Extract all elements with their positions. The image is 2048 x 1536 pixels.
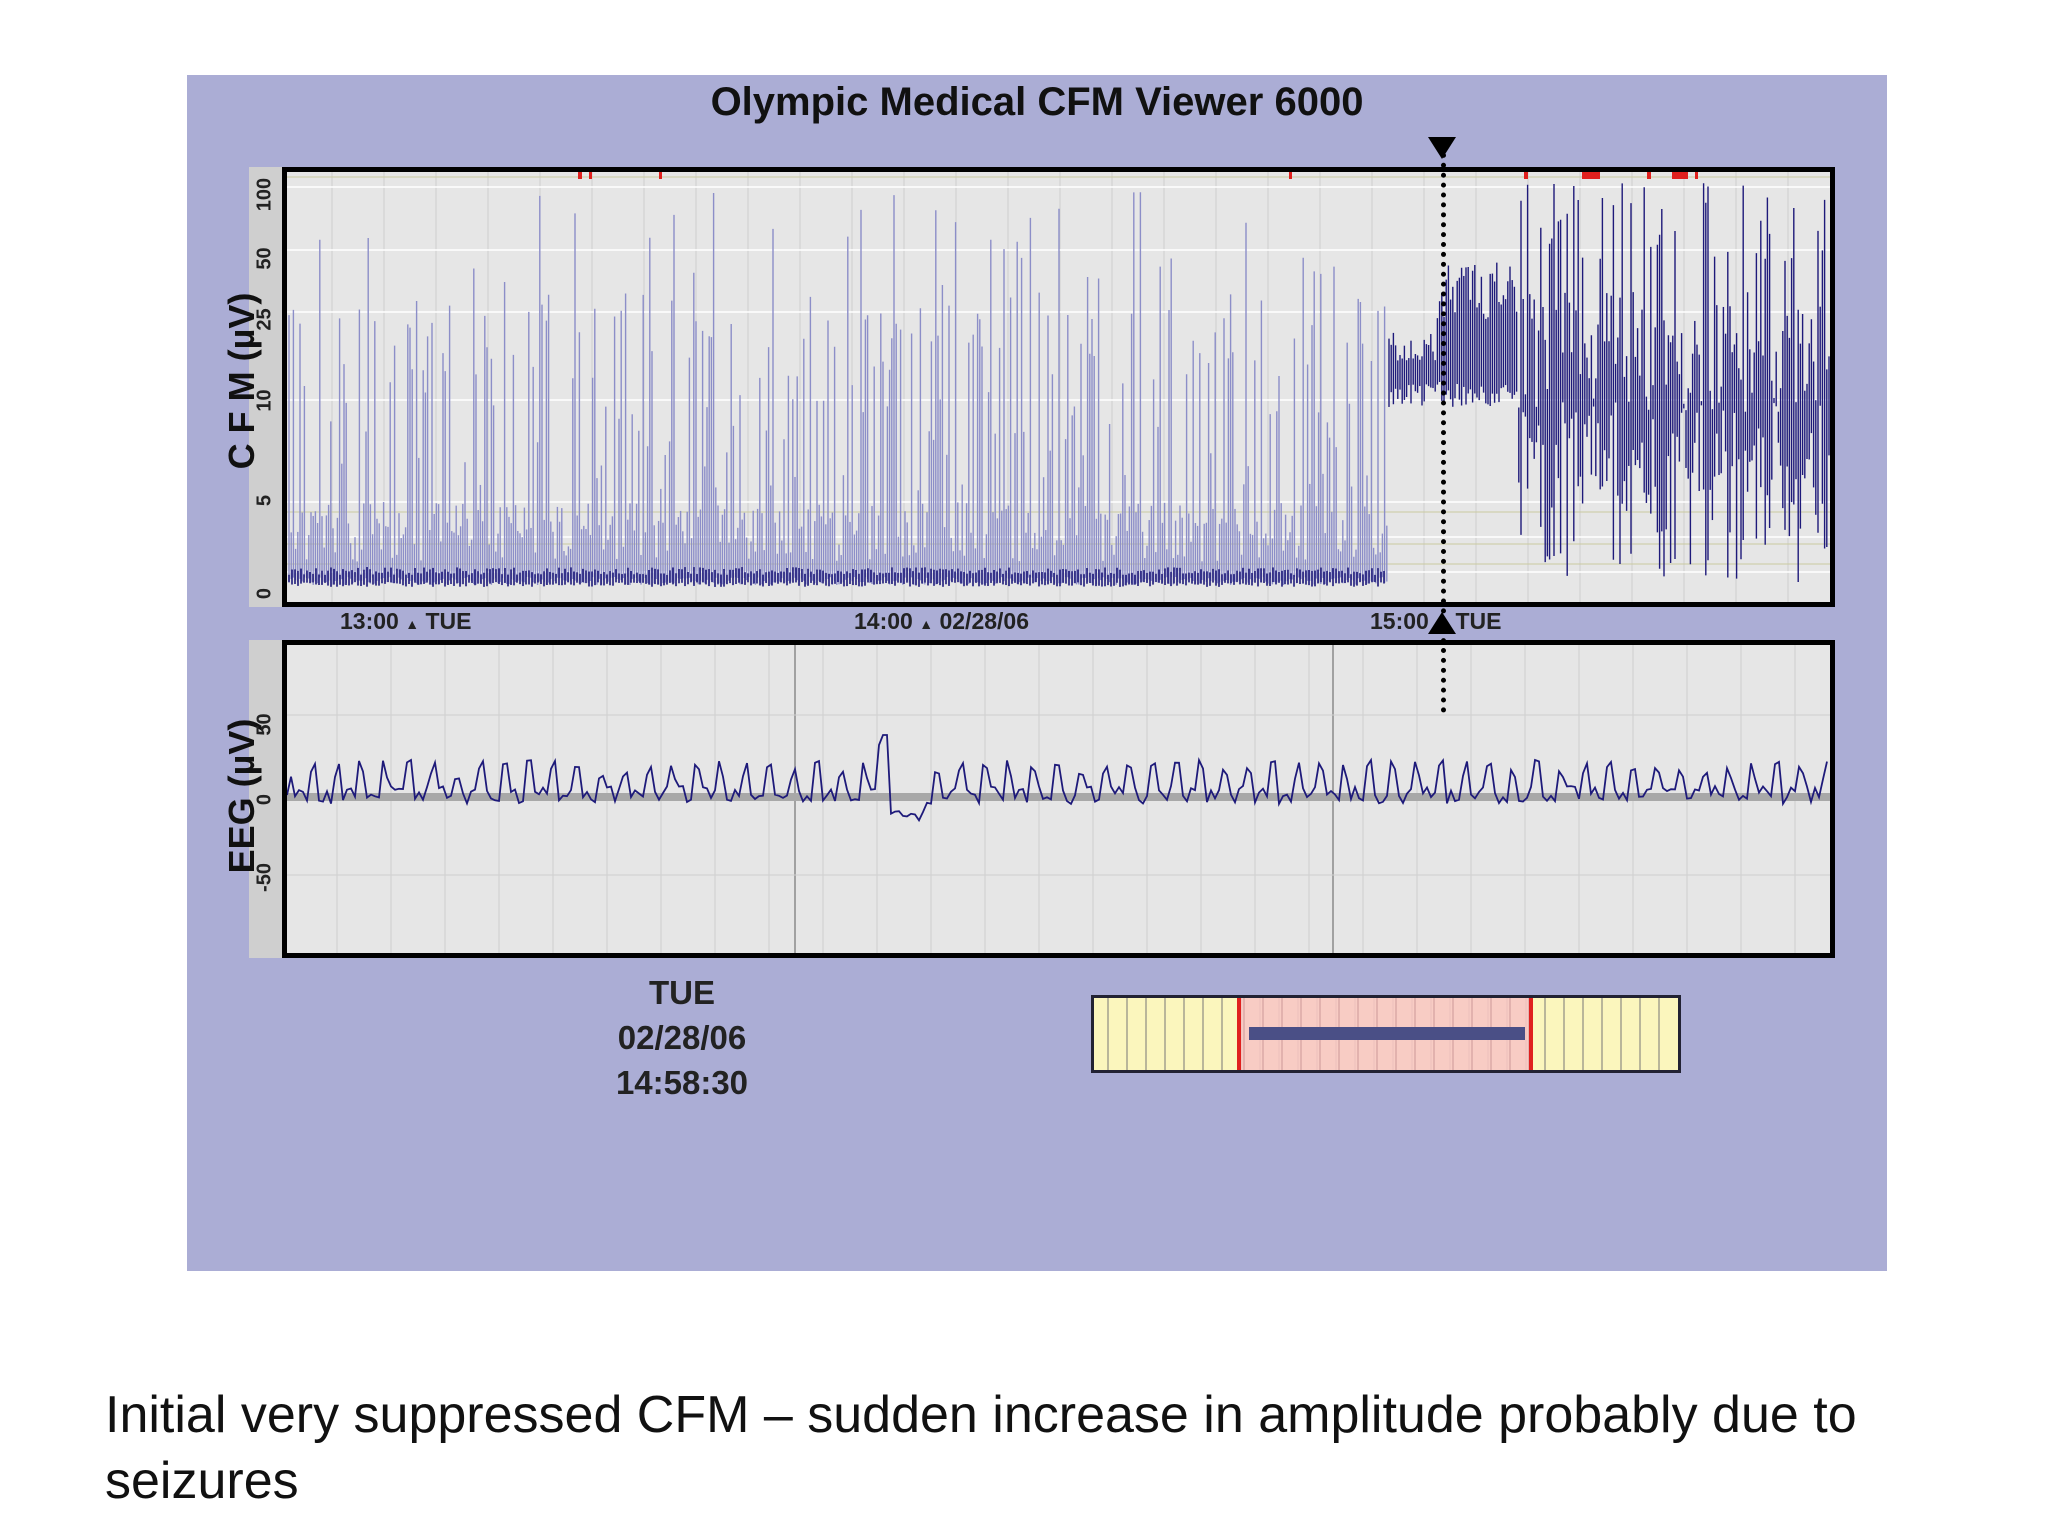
cfm-ytick-25: 25 (253, 308, 276, 331)
eeg-ytick-neg50: -50 (253, 863, 276, 892)
time-label-time: 15:00 (1370, 608, 1429, 634)
cfm-ytick-50: 50 (253, 247, 276, 270)
navigator-svg (1107, 998, 1660, 1070)
eeg-yaxis-strip (249, 640, 282, 958)
cfm-ytick-0: 0 (253, 587, 276, 600)
cursor-top-arrow-icon[interactable] (1428, 137, 1456, 159)
cursor-day: TUE (649, 974, 715, 1011)
cursor-bottom-arrow-icon[interactable] (1428, 612, 1456, 634)
cfm-trace (288, 183, 1830, 587)
time-label-tag: TUE (1455, 608, 1502, 634)
time-label-1400: 14:00 ▲ 02/28/06 (854, 608, 1029, 635)
cfm-yaxis-strip (249, 167, 282, 607)
eeg-trace-svg (287, 645, 1830, 953)
cfm-ytick-5: 5 (253, 494, 276, 507)
cfm-ytick-10: 10 (253, 389, 276, 412)
cfm-viewer-window: Olympic Medical CFM Viewer 6000 C F M (µ… (187, 75, 1887, 1271)
slide-caption: Initial very suppressed CFM – sudden inc… (105, 1386, 1857, 1510)
eeg-waveform-plot[interactable] (282, 640, 1835, 958)
eeg-trace (287, 734, 1828, 823)
time-label-time: 14:00 (854, 608, 913, 634)
time-label-tag: 02/28/06 (939, 608, 1029, 634)
time-label-tag: TUE (425, 608, 472, 634)
time-marker-icon: ▲ (919, 616, 934, 632)
cursor-timestamp: TUE 02/28/06 14:58:30 (582, 970, 782, 1105)
cfm-trace-svg (287, 172, 1830, 602)
eeg-ytick-50: 50 (253, 713, 276, 736)
time-label-1300: 13:00 ▲ TUE (340, 608, 471, 635)
cfm-trend-plot[interactable] (282, 167, 1835, 607)
cursor-time: 14:58:30 (615, 1064, 749, 1101)
navigator-position-bar (1249, 1027, 1525, 1040)
viewer-title: Olympic Medical CFM Viewer 6000 (710, 80, 1364, 124)
time-label-time: 13:00 (340, 608, 399, 634)
artifact-markers (578, 172, 1698, 179)
timeline-navigator[interactable] (1091, 995, 1681, 1073)
time-marker-icon: ▲ (405, 616, 420, 632)
eeg-grid (287, 645, 1830, 953)
time-cursor-line[interactable] (1441, 143, 1446, 713)
cfm-ytick-100: 100 (253, 177, 276, 212)
cursor-date: 02/28/06 (617, 1019, 747, 1056)
eeg-ytick-0: 0 (253, 793, 276, 806)
